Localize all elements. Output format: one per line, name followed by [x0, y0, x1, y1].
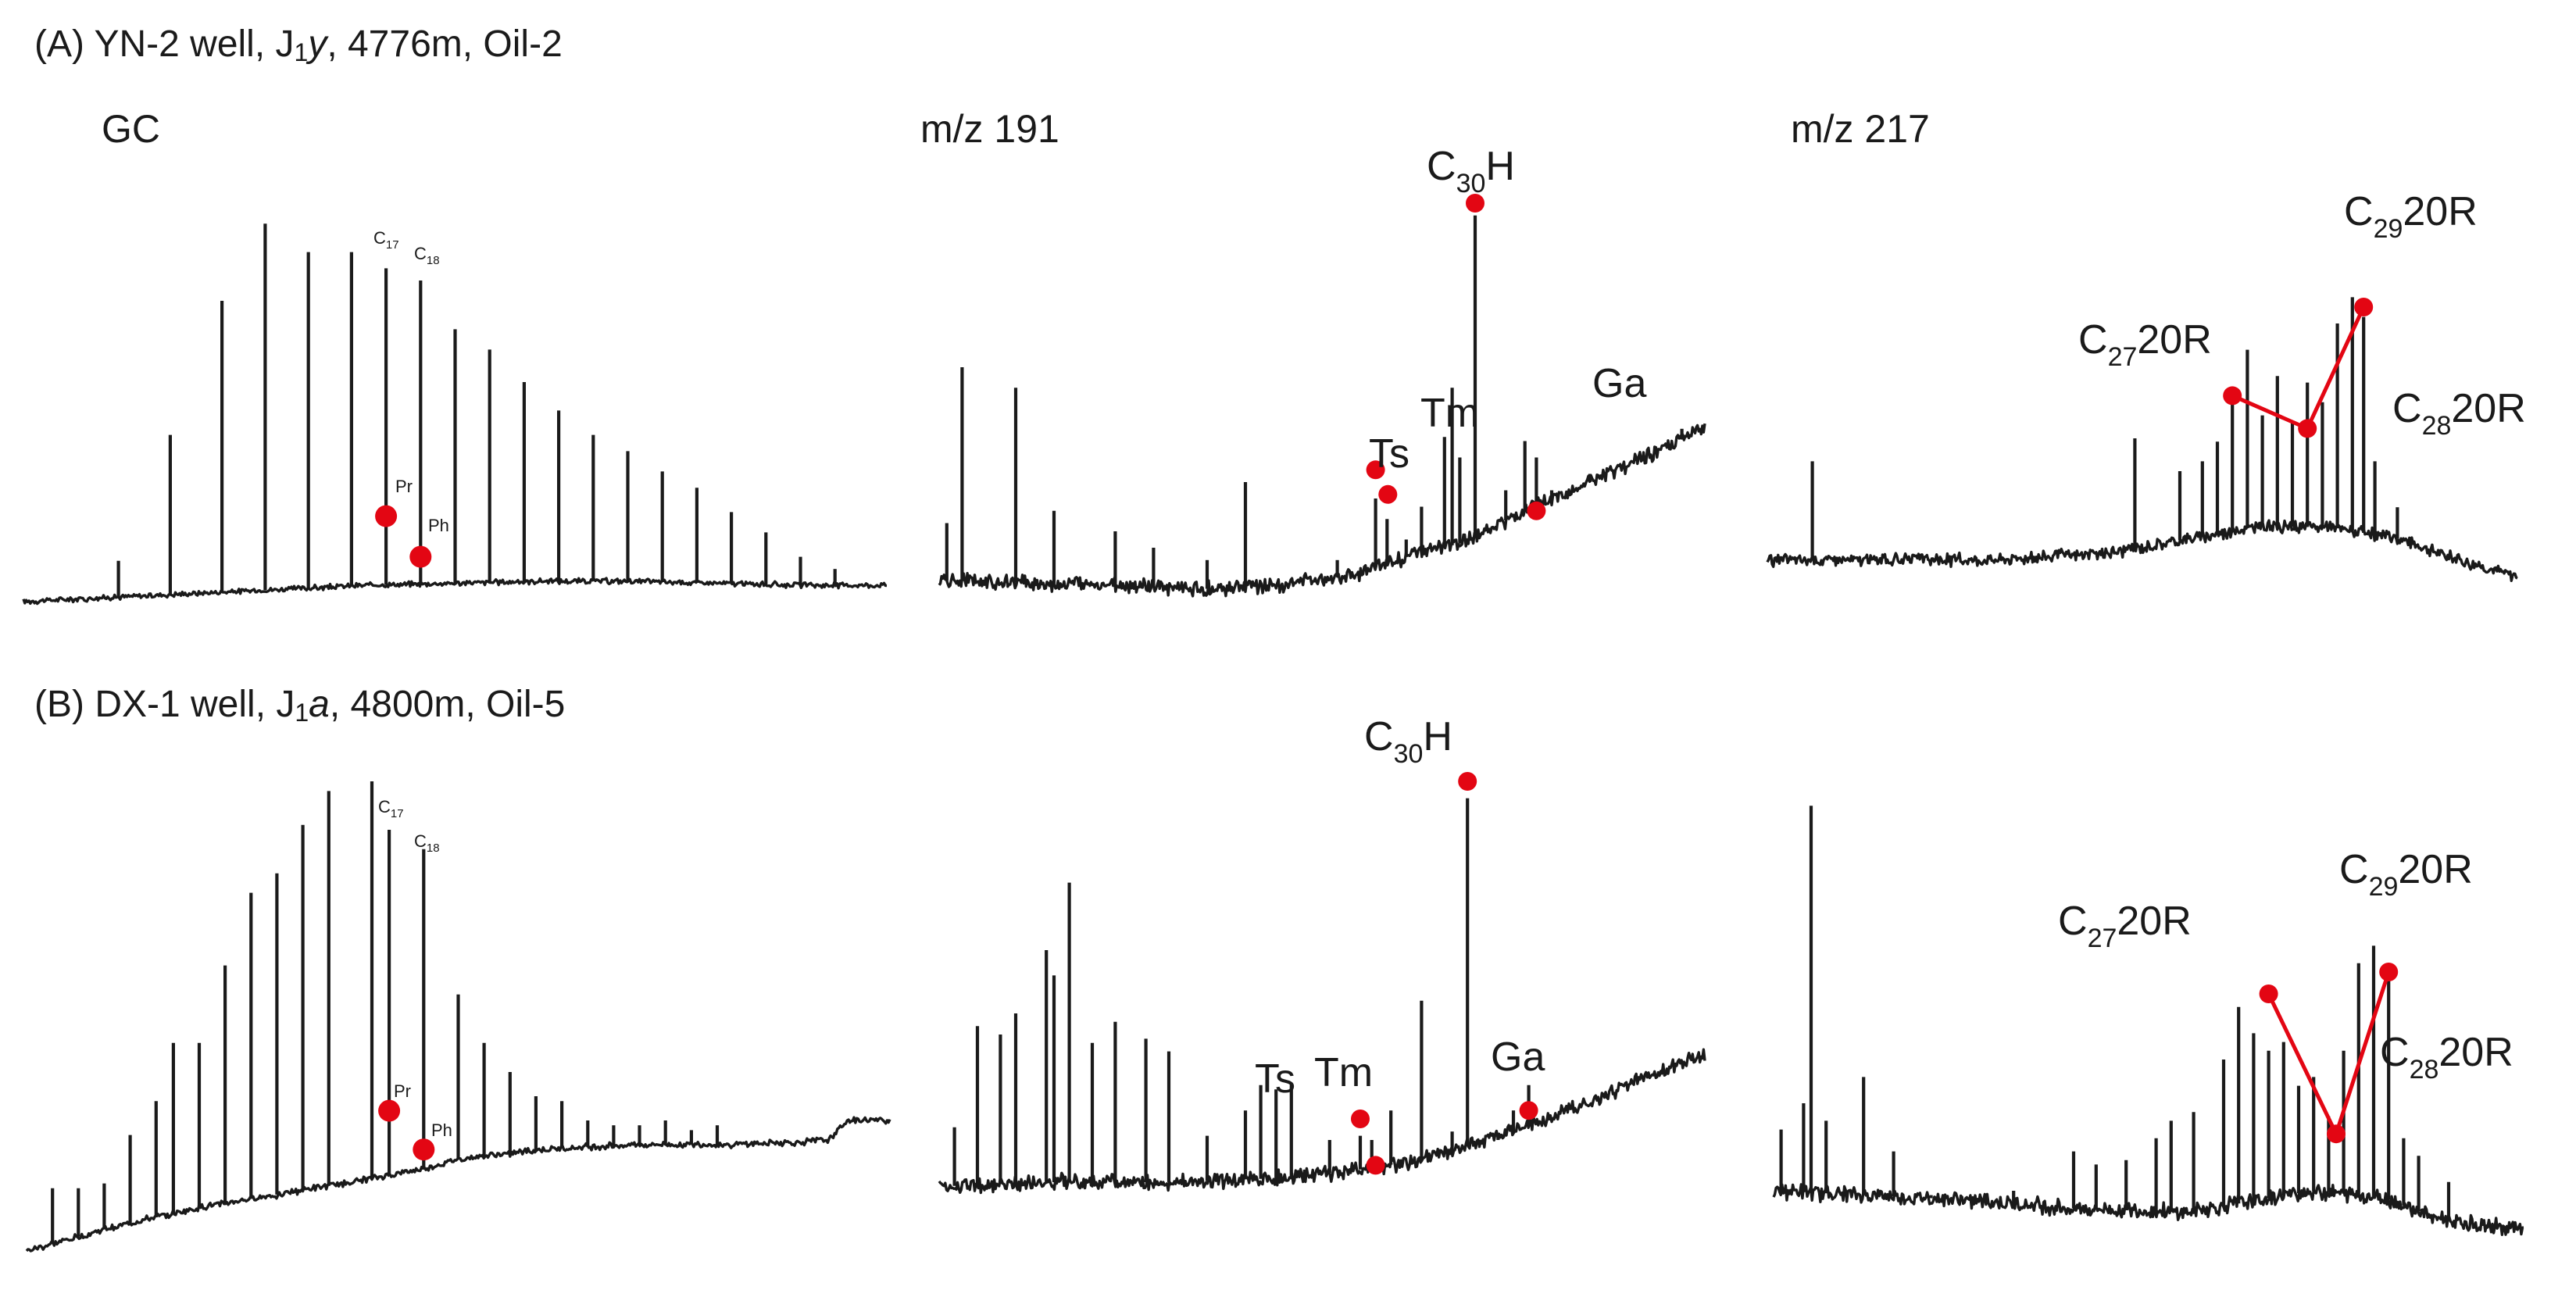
peak-label-ph: Ph: [428, 516, 449, 535]
peak-label-pr: Pr: [395, 477, 413, 496]
marker-c27-20r: [2223, 386, 2242, 406]
marker-ts: [1366, 460, 1385, 480]
marker-c29-20r: [2379, 963, 2399, 981]
marker-c28-20r: [2327, 1124, 2346, 1144]
marker-ts: [1351, 1110, 1370, 1128]
mz191-label: m/z 191: [920, 107, 1059, 151]
baseline-trace: [938, 423, 1706, 598]
chart-b-gc: [25, 781, 891, 1252]
peak-label-c28-20r: C2820R: [2392, 386, 2526, 441]
marker-ph: [413, 1138, 435, 1161]
peak-label-pr: Pr: [394, 1081, 411, 1101]
sterane-ratio-line: [2231, 306, 2366, 431]
peak-label-tm: Tm: [1420, 391, 1479, 436]
marker-pr: [375, 505, 398, 527]
panel-a-title: (A) YN-2 well, J1y, 4776m, Oil-2: [34, 23, 563, 66]
peak-label-c18: C18: [414, 244, 440, 267]
marker-c28-20r: [2298, 419, 2317, 438]
sterane-ratio-line: [2267, 971, 2391, 1139]
peak-label-c30h: C30H: [1364, 714, 1452, 769]
peak-label-c27-20r: C2720R: [2078, 317, 2212, 372]
chart-a-mz217: [1766, 297, 2518, 582]
baseline-trace: [938, 1048, 1706, 1195]
peak-label-c18: C18: [414, 831, 440, 855]
peak-label-ga: Ga: [1491, 1035, 1545, 1080]
peak-label-c29-20r: C2920R: [2339, 847, 2473, 902]
marker-tm: [1366, 1156, 1385, 1175]
baseline-trace: [1772, 1183, 2524, 1236]
peak-label-ga: Ga: [1592, 361, 1646, 406]
peak-label-ph: Ph: [431, 1120, 452, 1140]
peak-label-c17: C17: [378, 797, 404, 820]
peak-label-ts: Ts: [1369, 431, 1409, 477]
gc-label: GC: [102, 107, 160, 151]
peak-label-ts: Ts: [1255, 1056, 1295, 1102]
marker-ga: [1527, 501, 1546, 520]
peak-label-c17: C17: [373, 228, 399, 252]
marker-c27-20r: [2259, 984, 2278, 1003]
peak-label-c30h: C30H: [1427, 144, 1515, 198]
peak-label-c29-20r: C2920R: [2344, 189, 2478, 244]
baseline-trace: [22, 577, 888, 606]
chart-a-gc: [22, 223, 888, 606]
chart-b-mz217: [1772, 806, 2524, 1236]
baseline-trace: [1766, 519, 2518, 582]
chart-a-mz191: [938, 194, 1706, 598]
marker-c30h: [1458, 772, 1477, 791]
marker-c29-20r: [2354, 298, 2374, 316]
marker-pr: [378, 1099, 401, 1122]
mz217-label: m/z 217: [1791, 107, 1930, 151]
panel-b-title: (B) DX-1 well, J1a, 4800m, Oil-5: [34, 684, 565, 727]
peak-label-c28-20r: C2820R: [2380, 1030, 2513, 1085]
peak-label-tm: Tm: [1314, 1050, 1373, 1095]
marker-c30h: [1466, 194, 1485, 213]
chart-b-mz191: [938, 772, 1706, 1195]
marker-ga: [1519, 1101, 1538, 1120]
peak-label-c27-20r: C2720R: [2058, 899, 2192, 953]
marker-tm: [1378, 484, 1398, 504]
marker-ph: [409, 545, 432, 568]
